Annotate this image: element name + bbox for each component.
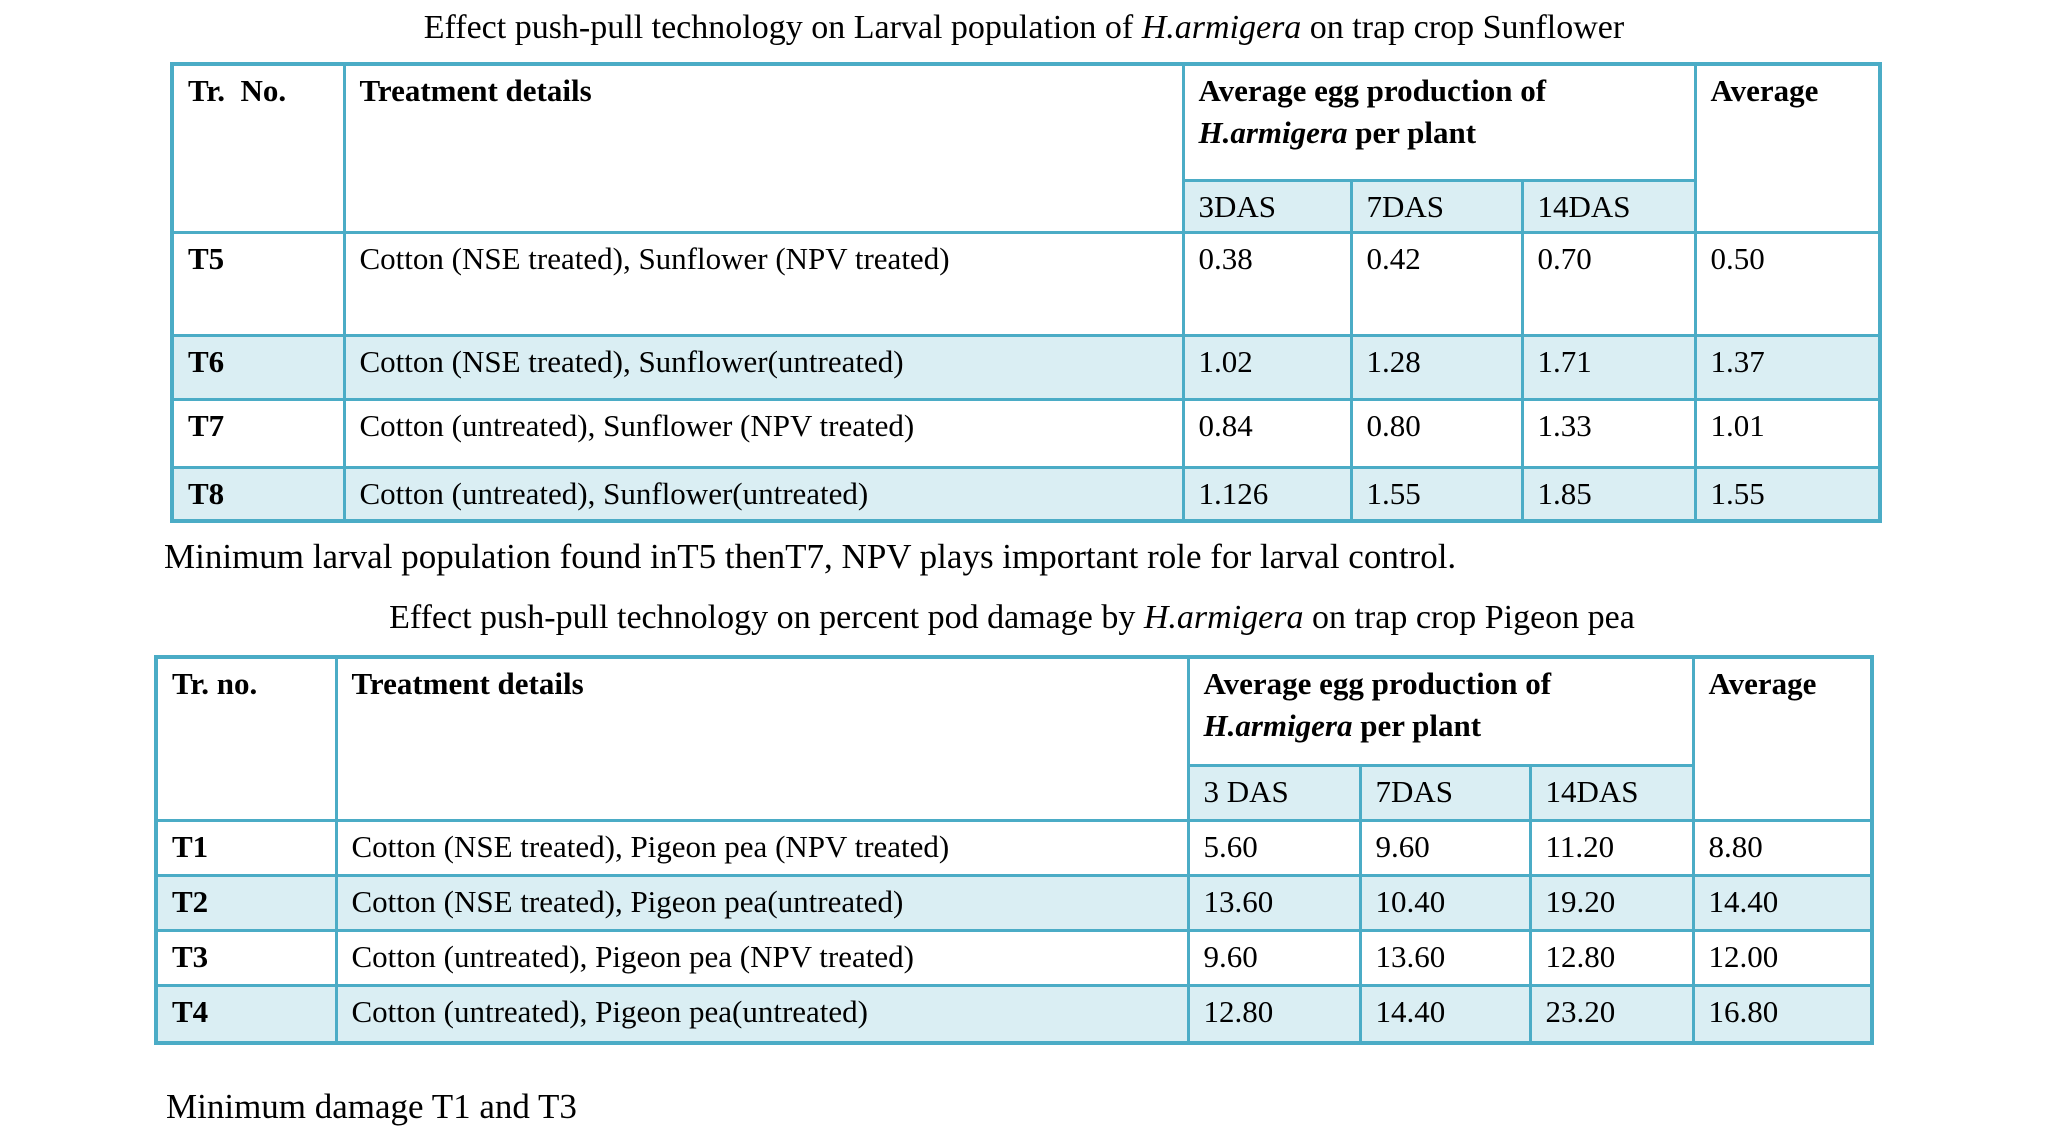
t1-header-average: Average xyxy=(1693,62,1882,235)
sunflower-table: Tr. No. Treatment details Average egg pr… xyxy=(170,62,1883,524)
row-label: T3 xyxy=(154,928,338,987)
value-14das: 0.70 xyxy=(1520,231,1697,338)
t1-header-group-suffix: per plant xyxy=(1347,114,1477,150)
value-7das: 13.60 xyxy=(1358,928,1532,987)
value-14das: 1.85 xyxy=(1520,466,1697,523)
table-row: Tr. no. Treatment details Average egg pr… xyxy=(154,655,1874,822)
t2-header-group-species: H.armigera xyxy=(1203,707,1353,743)
table1-title-prefix: Effect push-pull technology on Larval po… xyxy=(423,9,1142,46)
treatment-cell: Cotton (NSE treated), Sunflower(untreate… xyxy=(342,334,1185,402)
table-row: T1 Cotton (NSE treated), Pigeon pea (NPV… xyxy=(154,818,1874,877)
table2-title: Effect push-pull technology on percent p… xyxy=(154,596,1870,640)
table-row: Tr. No. Treatment details Average egg pr… xyxy=(170,62,1882,235)
value-7das: 9.60 xyxy=(1358,818,1532,877)
row-label: T4 xyxy=(154,983,338,1045)
value-14das: 11.20 xyxy=(1528,818,1695,877)
pigeon-pea-table: Tr. no. Treatment details Average egg pr… xyxy=(154,655,1875,1045)
row-label: T2 xyxy=(154,873,338,932)
t1-header-treatment: Treatment details xyxy=(342,62,1185,235)
value-14das: 1.71 xyxy=(1520,334,1697,402)
value-average: 0.50 xyxy=(1693,231,1882,338)
treatment-cell: Cotton (untreated), Sunflower(untreated) xyxy=(342,466,1185,523)
table-row: T3 Cotton (untreated), Pigeon pea (NPV t… xyxy=(154,928,1874,987)
treatment-cell: Cotton (untreated), Sunflower (NPV treat… xyxy=(342,398,1185,470)
table1-title-species: H.armigera xyxy=(1141,9,1302,46)
value-3das: 0.38 xyxy=(1181,231,1353,338)
value-average: 8.80 xyxy=(1691,818,1874,877)
t1-subheader-3das: 3DAS xyxy=(1181,178,1353,235)
t2-subheader-7das: 7DAS xyxy=(1358,763,1532,822)
table2-title-suffix: on trap crop Pigeon pea xyxy=(1303,599,1635,636)
value-average: 1.37 xyxy=(1693,334,1882,402)
t2-subheader-3das: 3 DAS xyxy=(1186,763,1362,822)
row-label: T5 xyxy=(170,231,346,338)
value-3das: 9.60 xyxy=(1186,928,1362,987)
table1-title-suffix: on trap crop Sunflower xyxy=(1301,9,1625,46)
value-14das: 1.33 xyxy=(1520,398,1697,470)
value-3das: 0.84 xyxy=(1181,398,1353,470)
value-average: 1.01 xyxy=(1693,398,1882,470)
table-row: T4 Cotton (untreated), Pigeon pea(untrea… xyxy=(154,983,1874,1045)
value-3das: 1.02 xyxy=(1181,334,1353,402)
table-row: T6 Cotton (NSE treated), Sunflower(untre… xyxy=(170,334,1882,402)
value-7das: 0.42 xyxy=(1349,231,1524,338)
value-average: 1.55 xyxy=(1693,466,1882,523)
table-row: 3 DAS 7DAS 14DAS xyxy=(156,763,1872,822)
t2-header-group-prefix: Average egg production of xyxy=(1203,666,1552,701)
table2-note: Minimum damage T1 and T3 xyxy=(166,1087,577,1126)
t1-subheader-7das: 7DAS xyxy=(1349,178,1524,235)
t2-header-average: Average xyxy=(1691,655,1874,822)
t1-header-tr-no: Tr. No. xyxy=(170,62,346,235)
t2-header-treatment: Treatment details xyxy=(334,655,1190,822)
table1-note: Minimum larval population found inT5 the… xyxy=(164,537,1457,576)
t2-header-group-suffix: per plant xyxy=(1352,707,1482,743)
value-7das: 0.80 xyxy=(1349,398,1524,470)
t1-header-group: Average egg production of H.armigera per… xyxy=(1181,62,1697,182)
t1-header-group-species: H.armigera xyxy=(1198,114,1348,150)
row-label: T6 xyxy=(170,334,346,402)
table-row: T8 Cotton (untreated), Sunflower(untreat… xyxy=(170,466,1882,523)
row-label: T7 xyxy=(170,398,346,470)
table1-title: Effect push-pull technology on Larval po… xyxy=(170,6,1878,50)
table-row: T7 Cotton (untreated), Sunflower (NPV tr… xyxy=(170,398,1882,470)
value-average: 14.40 xyxy=(1691,873,1874,932)
value-7das: 10.40 xyxy=(1358,873,1532,932)
t1-subheader-14das: 14DAS xyxy=(1520,178,1697,235)
row-label: T8 xyxy=(170,466,346,523)
value-3das: 12.80 xyxy=(1186,983,1362,1045)
value-7das: 1.55 xyxy=(1349,466,1524,523)
treatment-cell: Cotton (untreated), Pigeon pea(untreated… xyxy=(334,983,1190,1045)
treatment-cell: Cotton (untreated), Pigeon pea (NPV trea… xyxy=(334,928,1190,987)
value-7das: 14.40 xyxy=(1358,983,1532,1045)
value-average: 12.00 xyxy=(1691,928,1874,987)
t2-header-tr-no: Tr. no. xyxy=(154,655,338,822)
table2-title-species: H.armigera xyxy=(1143,599,1304,636)
treatment-cell: Cotton (NSE treated), Pigeon pea (NPV tr… xyxy=(334,818,1190,877)
table-row: T2 Cotton (NSE treated), Pigeon pea(untr… xyxy=(154,873,1874,932)
value-7das: 1.28 xyxy=(1349,334,1524,402)
table-row: 3DAS 7DAS 14DAS xyxy=(172,178,1880,235)
table2-title-prefix: Effect push-pull technology on percent p… xyxy=(389,599,1144,636)
value-3das: 5.60 xyxy=(1186,818,1362,877)
t2-subheader-14das: 14DAS xyxy=(1528,763,1695,822)
value-3das: 1.126 xyxy=(1181,466,1353,523)
t1-header-group-prefix: Average egg production of xyxy=(1198,73,1547,108)
treatment-cell: Cotton (NSE treated), Pigeon pea(untreat… xyxy=(334,873,1190,932)
value-14das: 12.80 xyxy=(1528,928,1695,987)
value-3das: 13.60 xyxy=(1186,873,1362,932)
table-row: T5 Cotton (NSE treated), Sunflower (NPV … xyxy=(170,231,1882,338)
value-14das: 23.20 xyxy=(1528,983,1695,1045)
row-label: T1 xyxy=(154,818,338,877)
t2-header-group: Average egg production of H.armigera per… xyxy=(1186,655,1695,767)
value-average: 16.80 xyxy=(1691,983,1874,1045)
value-14das: 19.20 xyxy=(1528,873,1695,932)
treatment-cell: Cotton (NSE treated), Sunflower (NPV tre… xyxy=(342,231,1185,338)
